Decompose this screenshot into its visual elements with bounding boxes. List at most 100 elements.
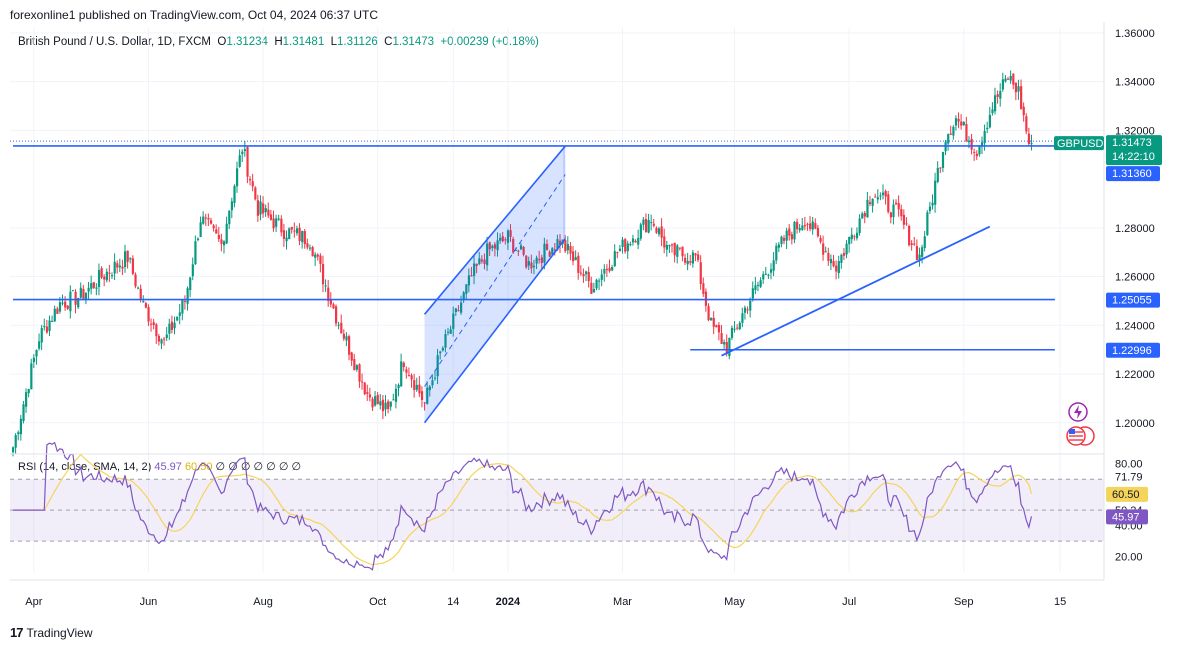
published-header: forexonline1 published on TradingView.co… bbox=[10, 8, 379, 22]
candle-body bbox=[876, 197, 879, 200]
candle-body bbox=[532, 265, 536, 268]
candle-body bbox=[657, 228, 661, 235]
candle-body bbox=[439, 351, 442, 354]
candle-body bbox=[835, 265, 838, 272]
candle-body bbox=[152, 322, 155, 325]
candle-body bbox=[45, 326, 49, 333]
candle-body bbox=[303, 231, 306, 245]
candle-body bbox=[504, 239, 507, 241]
tradingview-logo-icon: 17 bbox=[10, 625, 24, 640]
channel-midline bbox=[424, 174, 566, 387]
candle-body bbox=[483, 259, 486, 265]
candle-body bbox=[189, 277, 192, 291]
support-trendline bbox=[721, 225, 991, 357]
candle-body bbox=[150, 323, 153, 325]
footer-brand[interactable]: 17 TradingView bbox=[10, 625, 93, 640]
candle-body bbox=[82, 288, 85, 300]
rsi-sma-tag-box bbox=[1106, 486, 1148, 502]
close-value: 1.31473 bbox=[392, 36, 435, 48]
candle-body bbox=[702, 283, 705, 294]
candle-body bbox=[556, 239, 559, 250]
candle-body bbox=[845, 243, 848, 255]
candle-body bbox=[824, 251, 827, 253]
candle-body bbox=[389, 401, 392, 407]
candle-body bbox=[572, 251, 575, 262]
time-tick-label: Jul bbox=[842, 596, 856, 608]
candle-body bbox=[475, 263, 478, 266]
candle-body bbox=[785, 230, 788, 241]
symbol-name[interactable]: British Pound / U.S. Dollar, 1D, FXCM bbox=[18, 36, 212, 48]
candle-body bbox=[566, 244, 570, 251]
candle-body bbox=[506, 230, 510, 243]
candle-body bbox=[897, 203, 900, 210]
candle-body bbox=[173, 322, 176, 329]
candle-body bbox=[517, 250, 520, 252]
candle-body bbox=[853, 236, 856, 238]
candle-body bbox=[525, 255, 528, 268]
candle-body bbox=[275, 218, 278, 227]
candle-body bbox=[220, 239, 223, 244]
candle-body bbox=[691, 252, 695, 264]
candle-body bbox=[749, 300, 752, 311]
candle-body bbox=[350, 352, 353, 361]
open-label: O bbox=[217, 36, 227, 48]
candle-body bbox=[277, 218, 280, 220]
candle-body bbox=[996, 94, 999, 97]
candle-body bbox=[697, 254, 700, 260]
drawings-layer[interactable] bbox=[10, 140, 1104, 424]
candle-body bbox=[324, 285, 327, 287]
candle-body bbox=[595, 279, 598, 289]
rsi-pane[interactable] bbox=[10, 441, 1104, 571]
candle-body bbox=[863, 212, 866, 217]
price-tick-label: 1.36000 bbox=[1115, 28, 1155, 40]
candle-body bbox=[837, 261, 840, 274]
candle-body bbox=[975, 153, 978, 157]
symbol-tag-box bbox=[1054, 136, 1104, 151]
candle-body bbox=[1025, 116, 1028, 132]
candle-body bbox=[756, 284, 760, 286]
candle-body bbox=[194, 241, 197, 265]
candle-body bbox=[288, 228, 291, 240]
candle-body bbox=[798, 228, 801, 231]
candle-body bbox=[334, 306, 338, 324]
price-tick-label: 1.22000 bbox=[1115, 369, 1155, 381]
candle-body bbox=[960, 121, 963, 126]
candle-body bbox=[69, 291, 72, 312]
time-tick-label: 2024 bbox=[496, 596, 521, 608]
channel-edge bbox=[563, 146, 566, 239]
candle-body bbox=[209, 220, 213, 224]
candle-body bbox=[90, 283, 93, 289]
candle-body bbox=[939, 167, 942, 169]
candle-body bbox=[764, 273, 767, 275]
candle-body bbox=[407, 375, 411, 377]
candle-body bbox=[905, 223, 908, 225]
candle-body bbox=[254, 187, 257, 200]
rsi-tick-label: 80.00 bbox=[1115, 459, 1143, 471]
candle-body bbox=[710, 317, 713, 321]
candle-body bbox=[353, 359, 356, 371]
candle-body bbox=[233, 185, 236, 203]
candle-body bbox=[512, 238, 515, 253]
symbol-tag: GBPUSD bbox=[1057, 138, 1104, 150]
candle-body bbox=[980, 142, 984, 146]
candle-body bbox=[426, 387, 429, 404]
candle-body bbox=[30, 363, 33, 390]
candle-body bbox=[678, 247, 682, 249]
candle-body bbox=[616, 252, 619, 254]
candle-body bbox=[501, 236, 504, 242]
candle-body bbox=[861, 213, 864, 219]
candle-body bbox=[665, 244, 668, 250]
candle-body bbox=[783, 237, 786, 241]
side-icons[interactable] bbox=[1066, 402, 1095, 446]
price-tags: GBPUSD 1.31473 14:22:10 1.31360 1.25055 1.229… bbox=[1054, 135, 1162, 525]
candle-body bbox=[293, 230, 296, 232]
candle-body bbox=[603, 269, 606, 274]
candle-body bbox=[527, 261, 530, 266]
candle-body bbox=[116, 263, 119, 268]
candle-body bbox=[910, 243, 913, 245]
rsi-label[interactable]: RSI (14, close, SMA, 14, 2) bbox=[18, 461, 152, 473]
candle-body bbox=[650, 222, 653, 224]
candle-body bbox=[236, 168, 239, 187]
candle-body bbox=[415, 384, 418, 390]
